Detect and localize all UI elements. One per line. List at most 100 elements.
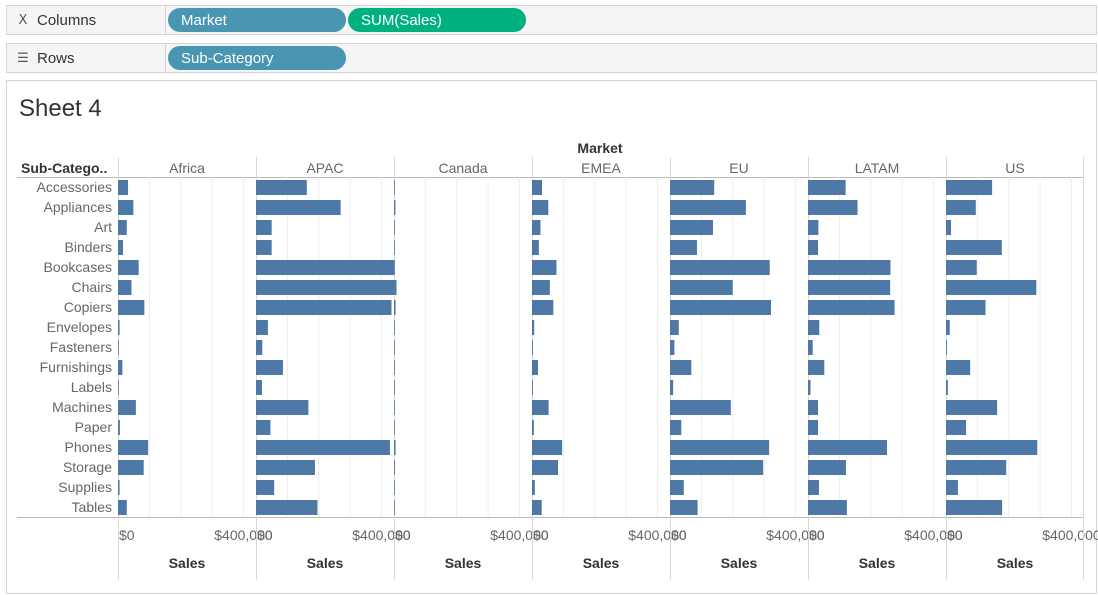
row-label-bookcases: Bookcases: [44, 259, 112, 275]
bar-eu-art: [670, 220, 713, 235]
bar-canada-furnishings: [394, 360, 395, 375]
row-label-labels: Labels: [71, 379, 112, 395]
columns-shelf-label: Ⅹ Columns: [7, 6, 166, 34]
market-header-canada: Canada: [438, 160, 487, 176]
row-label-storage: Storage: [63, 459, 112, 475]
bar-africa-paper: [118, 420, 120, 435]
bar-latam-labels: [808, 380, 811, 395]
bar-africa-fasteners: [118, 340, 119, 355]
bar-apac-furnishings: [256, 360, 283, 375]
bar-eu-phones: [670, 440, 770, 455]
bar-emea-furnishings: [532, 360, 538, 375]
bar-emea-chairs: [532, 280, 550, 295]
bar-canada-envelopes: [394, 320, 395, 335]
columns-label-text: Columns: [37, 11, 97, 29]
sub-category-pill[interactable]: Sub-Category: [168, 46, 346, 70]
bar-eu-storage: [670, 460, 764, 475]
rows-shelf[interactable]: ☰ Rows Sub-Category: [6, 43, 1097, 73]
x-tick-label: $0: [533, 527, 549, 543]
sum-sales-pill[interactable]: SUM(Sales): [348, 8, 526, 32]
bar-africa-machines: [118, 400, 136, 415]
bar-latam-binders: [808, 240, 819, 255]
x-axis-title: Sales: [445, 555, 482, 571]
bar-emea-envelopes: [532, 320, 535, 335]
bar-emea-paper: [532, 420, 534, 435]
bar-canada-accessories: [394, 180, 395, 195]
bar-apac-fasteners: [256, 340, 263, 355]
x-axis-title: Sales: [721, 555, 758, 571]
bar-latam-paper: [808, 420, 819, 435]
bar-emea-fasteners: [532, 340, 533, 355]
row-label-machines: Machines: [52, 399, 112, 415]
market-pill[interactable]: Market: [168, 8, 346, 32]
bar-us-binders: [946, 240, 1002, 255]
bar-us-appliances: [946, 200, 976, 215]
bar-canada-appliances: [394, 200, 396, 215]
bar-emea-bookcases: [532, 260, 557, 275]
bar-apac-paper: [256, 420, 271, 435]
bar-latam-storage: [808, 460, 846, 475]
x-tick-label: $0: [809, 527, 825, 543]
bar-latam-fasteners: [808, 340, 813, 355]
x-tick-label: $0: [947, 527, 963, 543]
bar-africa-envelopes: [118, 320, 120, 335]
x-tick-label: $0: [119, 527, 135, 543]
row-label-binders: Binders: [65, 239, 112, 255]
bar-latam-machines: [808, 400, 819, 415]
bar-latam-appliances: [808, 200, 858, 215]
bar-africa-art: [118, 220, 127, 235]
bar-africa-appliances: [118, 200, 134, 215]
bar-eu-machines: [670, 400, 731, 415]
x-tick-label: $400,000: [628, 527, 687, 543]
market-header-eu: EU: [729, 160, 748, 176]
x-tick-label: $400,000: [766, 527, 825, 543]
bar-emea-tables: [532, 500, 542, 515]
bar-canada-machines: [394, 400, 395, 415]
bar-us-copiers: [946, 300, 986, 315]
bar-us-machines: [946, 400, 998, 415]
row-label-appliances: Appliances: [44, 199, 113, 215]
bar-eu-accessories: [670, 180, 715, 195]
market-header-emea: EMEA: [581, 160, 621, 176]
row-label-art: Art: [94, 219, 112, 235]
bar-apac-machines: [256, 400, 309, 415]
bar-apac-phones: [256, 440, 390, 455]
x-tick-label: $400,000: [490, 527, 549, 543]
bar-apac-copiers: [256, 300, 392, 315]
column-header-market: Market: [577, 140, 622, 156]
bar-apac-binders: [256, 240, 272, 255]
bar-us-art: [946, 220, 952, 235]
x-tick-label: $400,000: [904, 527, 963, 543]
bar-canada-fasteners: [394, 340, 395, 355]
x-tick-label: $400,000: [214, 527, 273, 543]
bar-latam-supplies: [808, 480, 819, 495]
bar-latam-phones: [808, 440, 888, 455]
bar-canada-copiers: [394, 300, 396, 315]
bar-us-fasteners: [946, 340, 947, 355]
bar-apac-appliances: [256, 200, 341, 215]
bar-emea-art: [532, 220, 541, 235]
bar-emea-accessories: [532, 180, 543, 195]
bar-us-labels: [946, 380, 948, 395]
columns-shelf[interactable]: Ⅹ Columns Market SUM(Sales): [6, 5, 1097, 35]
bar-canada-phones: [394, 440, 396, 455]
bar-africa-supplies: [118, 480, 120, 495]
row-label-envelopes: Envelopes: [47, 319, 112, 335]
bar-africa-furnishings: [118, 360, 123, 375]
row-label-tables: Tables: [72, 499, 112, 515]
rows-label-text: Rows: [37, 49, 75, 67]
row-header-sub-category: Sub-Catego..: [21, 160, 107, 176]
bar-canada-storage: [394, 460, 395, 475]
bar-canada-art: [394, 220, 395, 235]
row-label-chairs: Chairs: [72, 279, 112, 295]
market-header-africa: Africa: [169, 160, 205, 176]
market-header-us: US: [1005, 160, 1024, 176]
bar-eu-binders: [670, 240, 697, 255]
bar-apac-chairs: [256, 280, 397, 295]
bar-canada-labels: [394, 380, 395, 395]
bar-africa-accessories: [118, 180, 129, 195]
bar-canada-binders: [394, 240, 395, 255]
bar-apac-envelopes: [256, 320, 268, 335]
market-header-apac: APAC: [306, 160, 343, 176]
bar-us-envelopes: [946, 320, 950, 335]
